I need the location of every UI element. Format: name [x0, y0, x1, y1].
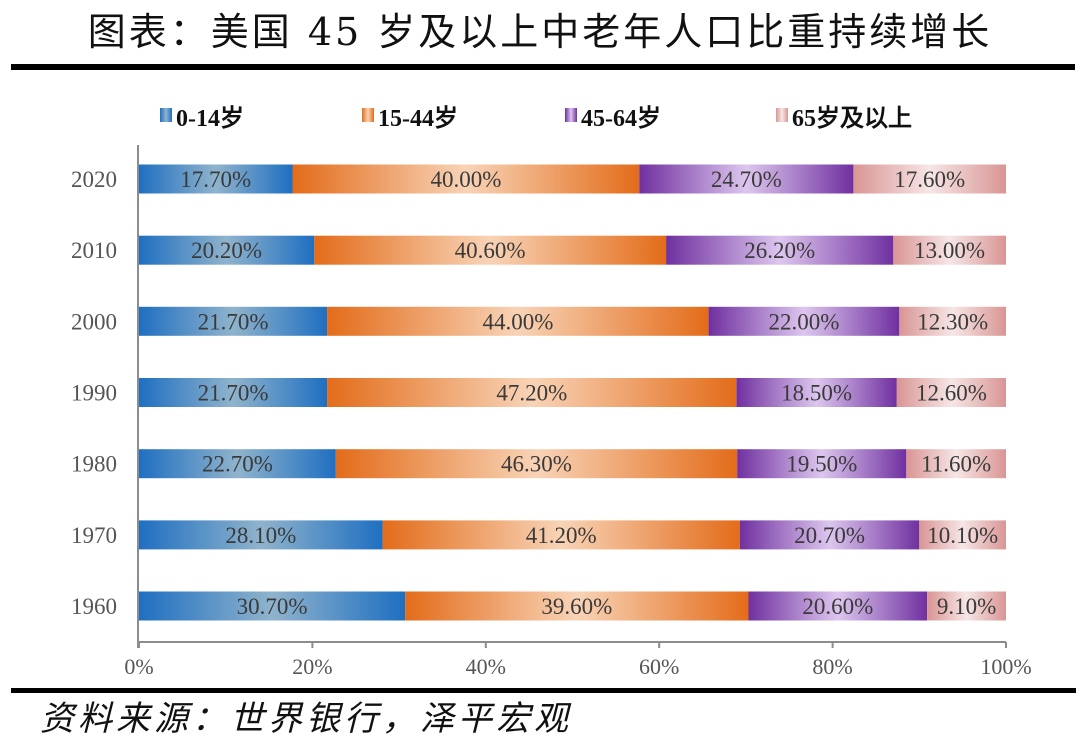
- legend-swatch-icon: [160, 108, 172, 122]
- legend-item-65-plus: 65岁及以上: [776, 98, 912, 132]
- data-label: 21.70%: [198, 381, 269, 406]
- bar-segment-1970-0: [139, 520, 383, 550]
- data-label: 10.10%: [927, 523, 998, 548]
- bar-segment-1990-3: [896, 378, 1006, 407]
- bar-segment-2020-1: [292, 164, 640, 194]
- y-tick-label: 2000: [71, 309, 117, 334]
- data-label: 26.20%: [744, 238, 815, 263]
- legend-swatch-icon: [565, 108, 577, 122]
- data-label: 11.60%: [921, 452, 991, 477]
- data-label: 12.30%: [917, 309, 988, 334]
- bar-segment-2010-1: [314, 235, 667, 265]
- title-rule: [11, 64, 1075, 70]
- bar-segment-1990-1: [327, 378, 737, 407]
- bar-segment-1980-2: [737, 449, 907, 479]
- bar-segment-1960-3: [927, 591, 1006, 621]
- data-label: 47.20%: [496, 381, 567, 406]
- bar-segment-1970-2: [739, 520, 920, 550]
- legend-item-0-14: 0-14岁: [160, 98, 244, 132]
- data-label: 39.60%: [541, 594, 612, 619]
- x-tick-label: 80%: [812, 654, 852, 679]
- bar-segment-2010-0: [139, 235, 315, 265]
- data-label: 20.60%: [802, 594, 873, 619]
- data-label: 24.70%: [711, 167, 782, 192]
- legend-swatch-icon: [776, 108, 788, 122]
- bar-segment-2020-0: [139, 164, 293, 194]
- bar-segment-1960-0: [139, 591, 406, 621]
- bar-segment-1980-0: [139, 449, 336, 479]
- data-label: 40.60%: [455, 238, 526, 263]
- y-tick-label: 2010: [71, 238, 117, 263]
- y-tick-label: 1990: [71, 381, 117, 406]
- y-tick-label: 1980: [71, 452, 117, 477]
- y-tick-label: 2020: [71, 167, 117, 192]
- footer-rule: [11, 688, 1076, 693]
- bar-segment-1990-2: [736, 378, 897, 407]
- chart-legend: 0-14岁 15-44岁 45-64岁 65岁及以上: [0, 98, 1080, 132]
- legend-item-15-44: 15-44岁: [362, 98, 458, 132]
- data-label: 17.60%: [894, 167, 965, 192]
- bar-segment-1980-3: [906, 449, 1006, 479]
- bar-segment-1980-1: [335, 449, 738, 479]
- bar-segment-1970-3: [919, 520, 1006, 550]
- data-label: 22.00%: [769, 309, 840, 334]
- y-tick-label: 1970: [71, 523, 117, 548]
- bar-segment-2020-3: [853, 164, 1006, 194]
- bar-segment-1970-1: [382, 520, 740, 550]
- bar-segment-2000-1: [327, 306, 709, 336]
- bars-group: 17.70% 40.00% 24.70% 17.60% 20.20% 40.60% 26.2…: [139, 164, 1006, 621]
- data-label: 17.70%: [180, 167, 251, 192]
- data-label: 18.50%: [781, 381, 852, 406]
- x-tick-label: 20%: [292, 654, 332, 679]
- bar-segment-1960-1: [405, 591, 749, 621]
- data-label: 40.00%: [430, 167, 501, 192]
- x-tick-label: 100%: [980, 654, 1031, 679]
- legend-label: 65岁及以上: [792, 105, 912, 132]
- x-tick-label: 40%: [466, 654, 506, 679]
- bar-segment-2000-0: [139, 306, 328, 336]
- bar-segment-2000-3: [899, 306, 1006, 336]
- y-tick-label: 1960: [71, 594, 117, 619]
- data-label: 44.00%: [482, 309, 553, 334]
- legend-item-45-64: 45-64岁: [565, 98, 661, 132]
- legend-label: 0-14岁: [176, 105, 244, 132]
- legend-label: 45-64岁: [581, 105, 661, 132]
- data-label: 13.00%: [914, 238, 985, 263]
- bar-segment-2010-3: [893, 235, 1006, 265]
- data-label: 28.10%: [225, 523, 296, 548]
- stacked-bar-chart: 17.70% 40.00% 24.70% 17.60% 20.20% 40.60% 26.2…: [71, 145, 1032, 679]
- legend-swatch-icon: [362, 108, 374, 122]
- data-label: 9.10%: [937, 594, 996, 619]
- x-tick-label: 0%: [124, 654, 153, 679]
- data-label: 22.70%: [202, 452, 273, 477]
- data-label: 21.70%: [198, 309, 269, 334]
- data-label: 20.20%: [191, 238, 262, 263]
- data-label: 12.60%: [916, 381, 987, 406]
- data-label: 19.50%: [786, 452, 857, 477]
- data-label: 41.20%: [526, 523, 597, 548]
- bar-segment-2020-2: [639, 164, 854, 194]
- data-label: 46.30%: [501, 452, 572, 477]
- bar-segment-2000-2: [708, 306, 900, 336]
- source-note: 资料来源：世界银行，泽平宏观: [40, 699, 572, 739]
- axes-group: 2020 2010 2000 1990 1980 1970 1960 0% 20% 40% 60% 8…: [71, 145, 1032, 679]
- bar-segment-1960-2: [748, 591, 928, 621]
- data-label: 20.70%: [794, 523, 865, 548]
- bar-segment-2010-2: [666, 235, 894, 265]
- page-title: 图表：美国 45 岁及以上中老年人口比重持续增长: [87, 10, 993, 54]
- x-tick-label: 60%: [639, 654, 679, 679]
- bar-segment-1990-0: [139, 378, 328, 407]
- legend-label: 15-44岁: [378, 105, 458, 132]
- data-label: 30.70%: [237, 594, 308, 619]
